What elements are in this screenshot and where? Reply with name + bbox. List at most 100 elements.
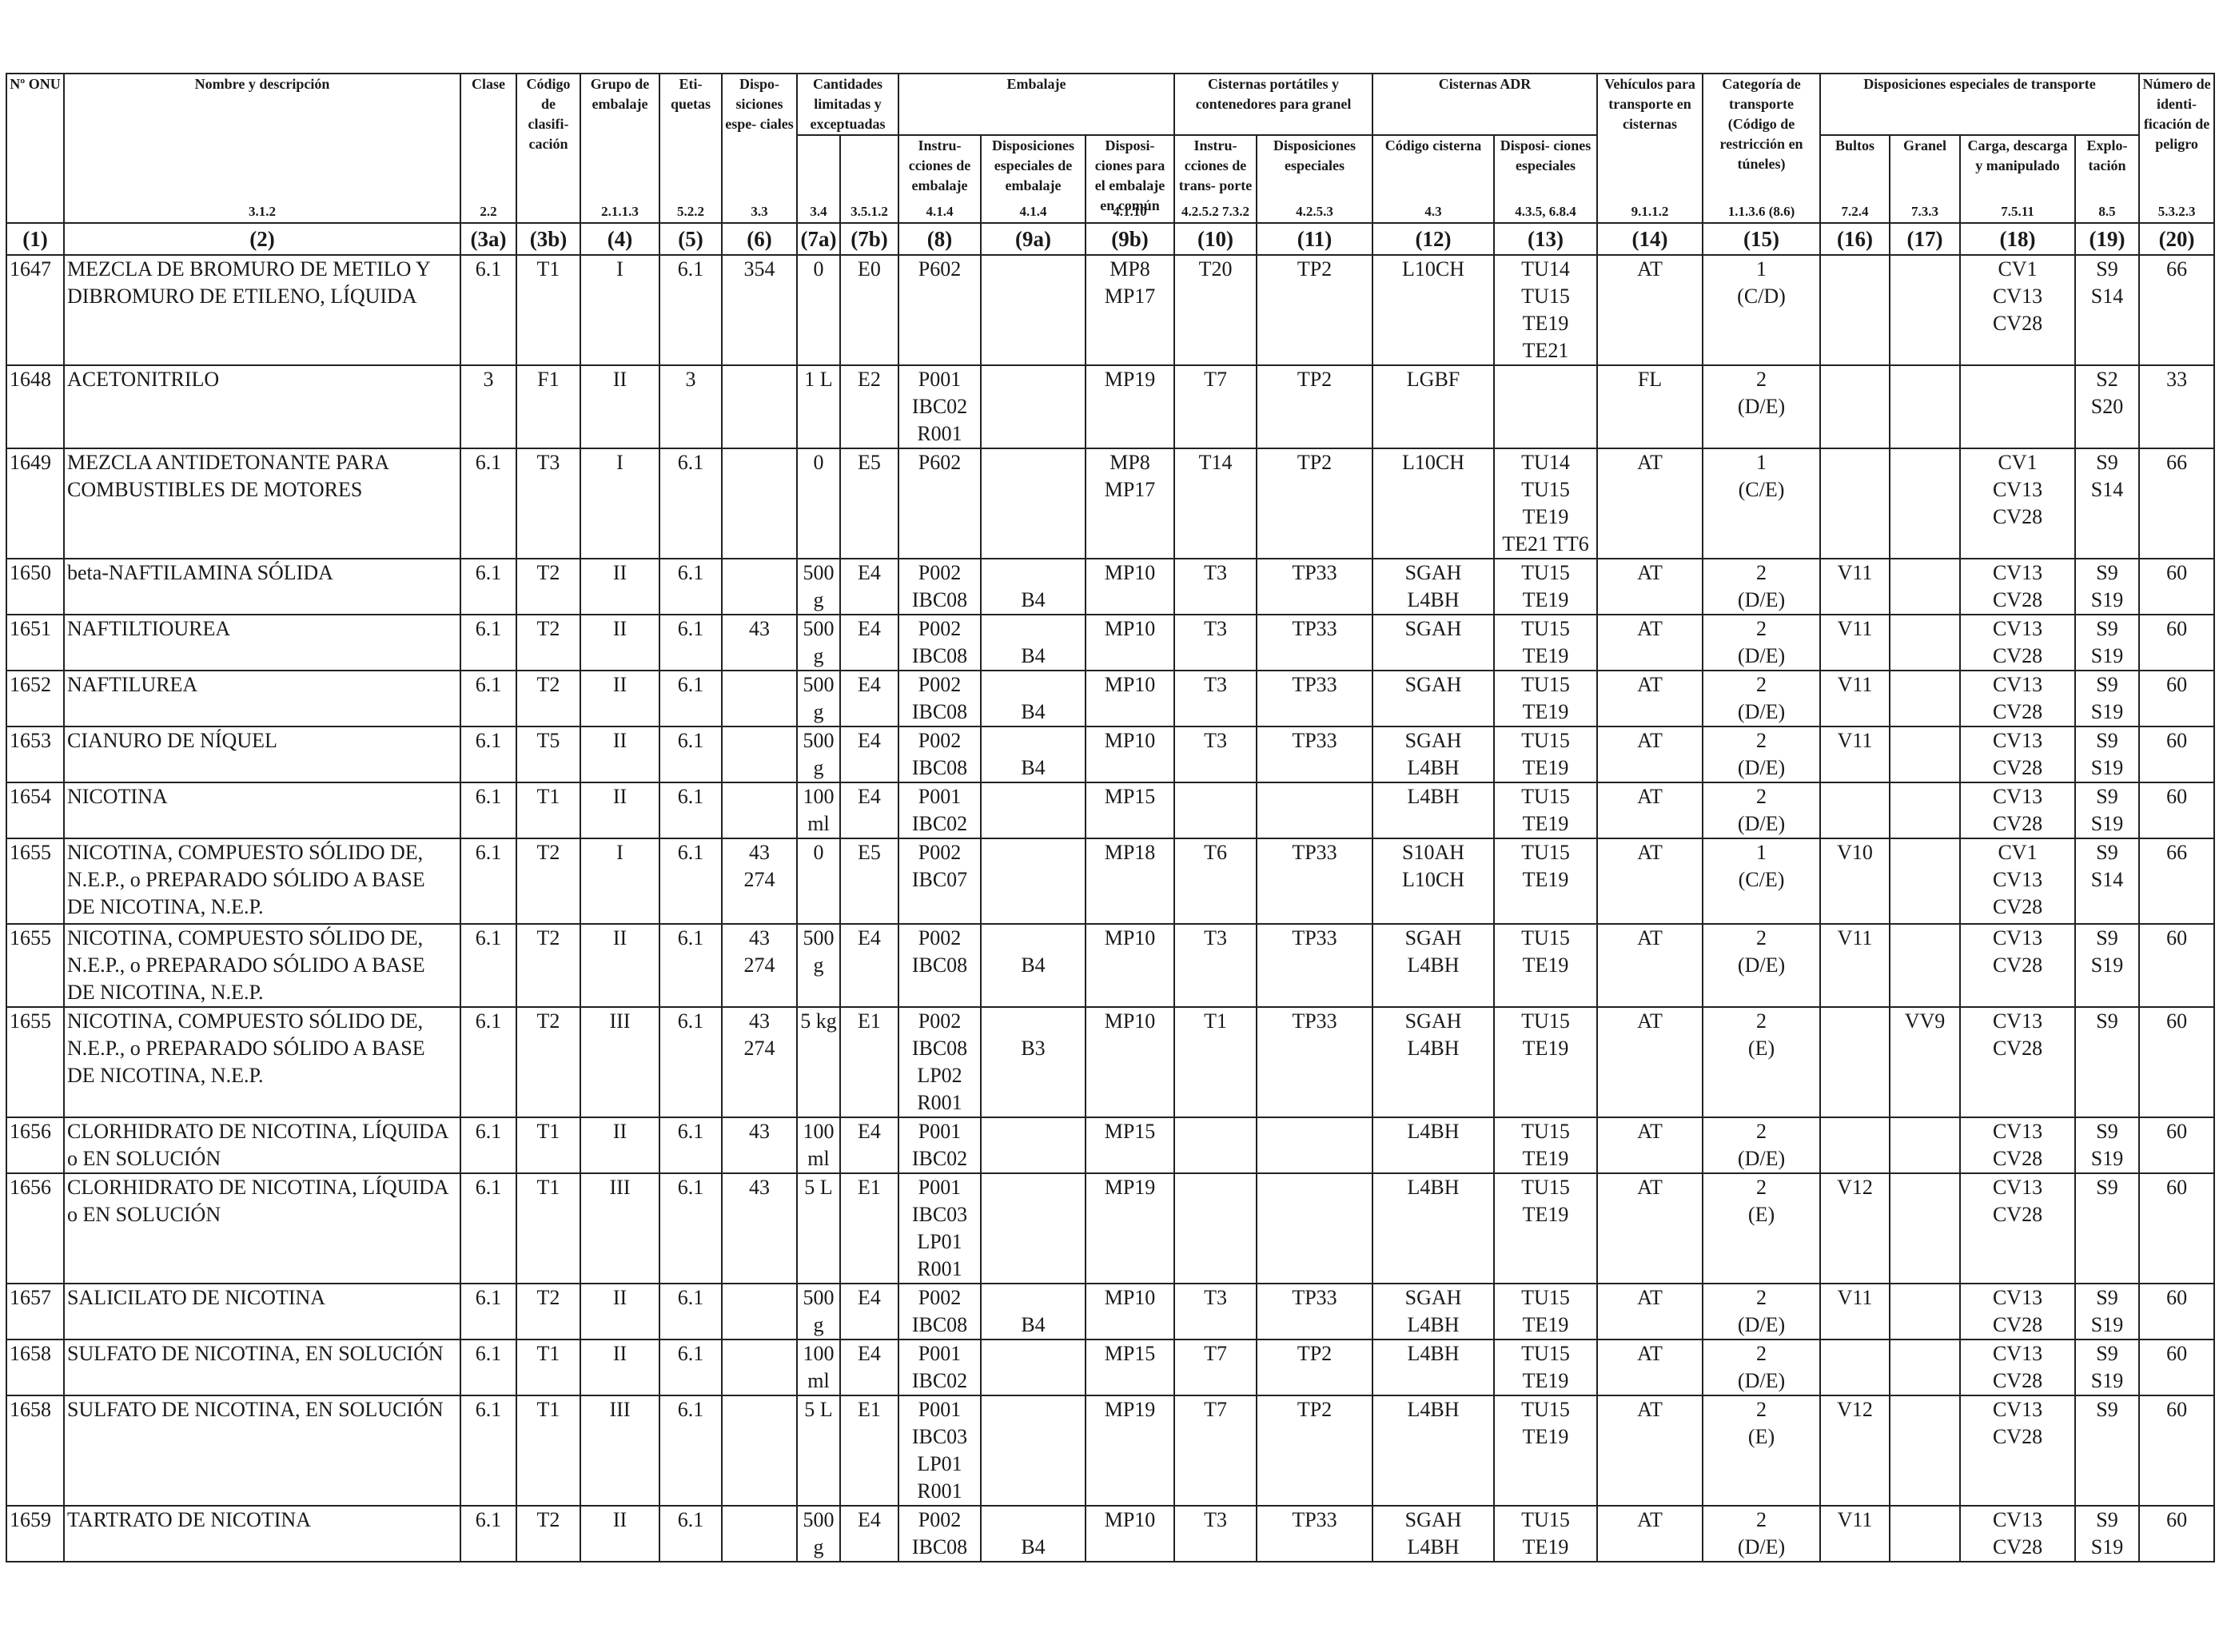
cell-clase: 6.1 xyxy=(460,614,517,671)
col-header-cp-instr: Instru- cciones de trans- porte 4.2.5.2 7… xyxy=(1173,134,1258,224)
cell-c11 xyxy=(1256,1172,1374,1284)
cell-emb9a: B4 xyxy=(980,726,1086,783)
column-number: (20) xyxy=(2138,222,2216,256)
col-header-etiquetas: Eti- quetas 5.2.2 xyxy=(659,73,723,224)
cell-c13: TU15 TE19 xyxy=(1493,1395,1599,1507)
cell-emb9a xyxy=(980,1339,1086,1396)
cell-emb9b: MP8 MP17 xyxy=(1084,448,1176,559)
cell-emb9b: MP19 xyxy=(1084,1172,1176,1284)
table-row: 1655 NICOTINA, COMPUESTO SÓLIDO DE, N.E.P… xyxy=(6,1006,2216,1118)
cell-emb9b: MP10 xyxy=(1084,923,1176,1008)
cell-grupo: II xyxy=(580,1339,660,1396)
col-header-explotacion: Explo- tación 8.5 xyxy=(2074,134,2141,224)
cell-c15: 2 (E) xyxy=(1702,1006,1822,1118)
cell-name: CIANURO DE NÍQUEL xyxy=(63,726,461,783)
cell-grupo: III xyxy=(580,1395,660,1507)
cell-onu: 1656 xyxy=(6,1117,65,1174)
cell-c11: TP33 xyxy=(1256,1006,1374,1118)
cell-c11: TP33 xyxy=(1256,614,1374,671)
column-number: (1) xyxy=(6,222,65,256)
cell-c13: TU15 TE19 xyxy=(1493,1117,1599,1174)
cell-c18: CV13 CV28 xyxy=(1959,726,2077,783)
cell-c15: 2 (D/E) xyxy=(1702,364,1822,449)
cell-c16 xyxy=(1819,1006,1891,1118)
table-row: 1655 NICOTINA, COMPUESTO SÓLIDO DE, N.E.P… xyxy=(6,923,2216,1008)
cell-c12: L10CH xyxy=(1372,254,1496,366)
cell-emb9b: MP10 xyxy=(1084,614,1176,671)
cell-emb9b: MP10 xyxy=(1084,1283,1176,1340)
cell-emb9b: MP10 xyxy=(1084,1505,1176,1562)
col-header-categoria: Categoría de transporte (Código de restr… xyxy=(1702,73,1822,224)
cell-etiq: 6.1 xyxy=(659,614,723,671)
cell-disp xyxy=(721,1339,798,1396)
column-number: (11) xyxy=(1256,222,1374,256)
cell-c17 xyxy=(1889,1339,1962,1396)
cell-c7b: E4 xyxy=(839,614,899,671)
column-number: (2) xyxy=(63,222,461,256)
cell-grupo: II xyxy=(580,923,660,1008)
column-number: (17) xyxy=(1889,222,1962,256)
cell-c15: 2 (D/E) xyxy=(1702,614,1822,671)
cell-c15: 1 (C/E) xyxy=(1702,448,1822,559)
cell-emb9a xyxy=(980,254,1086,366)
cell-c7b: E5 xyxy=(839,448,899,559)
cell-c10: T3 xyxy=(1173,726,1258,783)
cell-c15: 1 (C/E) xyxy=(1702,838,1822,925)
cell-emb9a xyxy=(980,838,1086,925)
table-row: 1651 NAFTILTIOUREA 6.1 T2 II 6.1 43 500 g E4 P002… xyxy=(6,614,2216,671)
cell-c7b: E4 xyxy=(839,782,899,839)
cell-c10: T3 xyxy=(1173,614,1258,671)
cell-clase: 6.1 xyxy=(460,1006,517,1118)
col-header-cp-disp: Disposiciones especiales 4.2.5.3 xyxy=(1256,134,1374,224)
cell-clase: 6.1 xyxy=(460,670,517,727)
cell-c16: V11 xyxy=(1819,614,1891,671)
table-row: 1652 NAFTILUREA 6.1 T2 II 6.1 500 g E4 P002 IBC0… xyxy=(6,670,2216,727)
cell-c16 xyxy=(1819,448,1891,559)
cell-c19: S2 S20 xyxy=(2074,364,2141,449)
cell-c19: S9 S19 xyxy=(2074,1283,2141,1340)
cell-name: MEZCLA ANTIDETONANTE PARA COMBUSTIBLES D… xyxy=(63,448,461,559)
cell-c16: V11 xyxy=(1819,726,1891,783)
cell-c13: TU15 TE19 xyxy=(1493,1339,1599,1396)
cell-c14: AT xyxy=(1596,1283,1704,1340)
cell-c14: AT xyxy=(1596,1117,1704,1174)
cell-c17 xyxy=(1889,1172,1962,1284)
cell-c11: TP2 xyxy=(1256,448,1374,559)
cell-name: NAFTILUREA xyxy=(63,670,461,727)
cell-codigo: T1 xyxy=(516,1339,581,1396)
cell-c7a: 100 ml xyxy=(796,1339,841,1396)
cell-c16: V11 xyxy=(1819,1505,1891,1562)
cell-disp xyxy=(721,1283,798,1340)
cell-emb9a: B3 xyxy=(980,1006,1086,1118)
cell-c7a: 5 L xyxy=(796,1172,841,1284)
cell-codigo: T3 xyxy=(516,448,581,559)
cell-clase: 6.1 xyxy=(460,1172,517,1284)
cell-grupo: II xyxy=(580,558,660,615)
cell-c11: TP2 xyxy=(1256,254,1374,366)
col-header-emb-comun: Disposi- ciones para el embalaje en comú… xyxy=(1084,134,1176,224)
cell-grupo: III xyxy=(580,1006,660,1118)
col-header-numero-peligro: Número de identi- ficación de peligro 5.3… xyxy=(2138,73,2216,224)
cell-c15: 2 (D/E) xyxy=(1702,923,1822,1008)
cell-etiq: 6.1 xyxy=(659,726,723,783)
cell-c20: 60 xyxy=(2138,670,2216,727)
cell-c10: T3 xyxy=(1173,558,1258,615)
cell-etiq: 6.1 xyxy=(659,923,723,1008)
cell-emb8: P602 xyxy=(898,254,982,366)
cell-emb9a: B4 xyxy=(980,1283,1086,1340)
cell-c16 xyxy=(1819,364,1891,449)
cell-c16: V12 xyxy=(1819,1395,1891,1507)
cell-emb8: P602 xyxy=(898,448,982,559)
cell-c12: L4BH xyxy=(1372,782,1496,839)
cell-codigo: T2 xyxy=(516,1006,581,1118)
cell-c13: TU15 TE19 xyxy=(1493,923,1599,1008)
cell-codigo: T2 xyxy=(516,923,581,1008)
cell-c13: TU15 TE19 xyxy=(1493,838,1599,925)
cell-c7a: 500 g xyxy=(796,1505,841,1562)
cell-c7b: E1 xyxy=(839,1172,899,1284)
cell-c11: TP33 xyxy=(1256,1283,1374,1340)
cell-emb8: P002 IBC08 xyxy=(898,1505,982,1562)
table-row: 1650 beta-NAFTILAMINA SÓLIDA 6.1 T2 II 6.1 500… xyxy=(6,558,2216,615)
cell-c10 xyxy=(1173,1172,1258,1284)
